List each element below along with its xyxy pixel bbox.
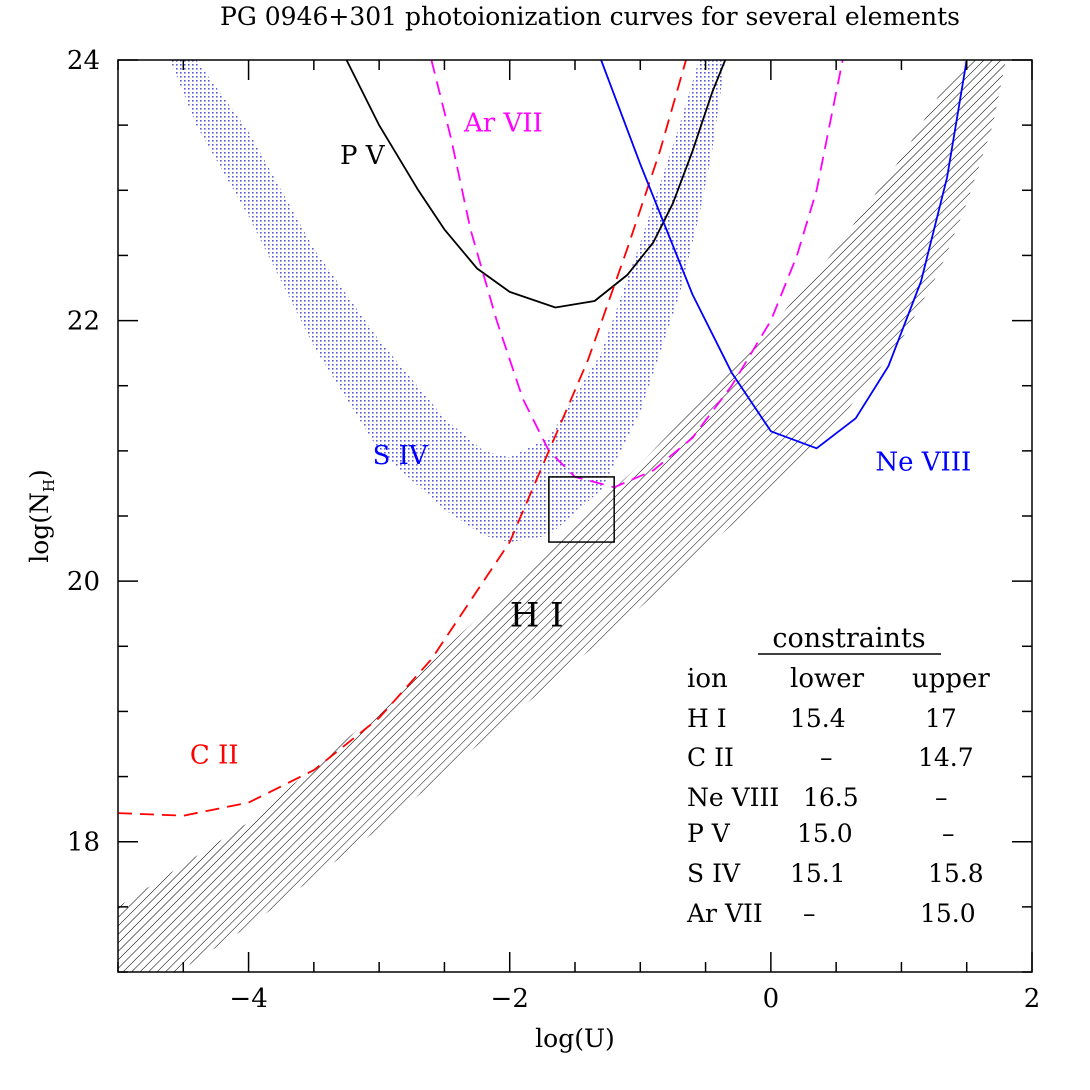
constraints-header-upper: upper	[912, 664, 990, 694]
h-i-band	[118, 60, 1006, 972]
ar-vii-label: Ar VII	[463, 109, 543, 139]
chart-title: PG 0946+301 photoionization curves for s…	[220, 2, 960, 31]
c-ii-curve	[118, 60, 687, 817]
ne-viii-label: Ne VIII	[875, 447, 971, 477]
c-ii-label: C II	[190, 741, 239, 771]
h-i-label: H I	[510, 596, 564, 636]
plot-frame	[117, 59, 1033, 973]
constraints-row-upper: 15.8	[928, 859, 984, 888]
y-axis-label: log(NH)	[25, 469, 58, 563]
x-tick-label: 0	[763, 984, 780, 1014]
ne-viii-curve	[600, 60, 968, 450]
y-axis-label-main: log(N	[25, 492, 54, 563]
x-axis-label: log(U)	[535, 1024, 615, 1053]
constraints-row-upper: 15.0	[920, 899, 976, 928]
constraints-row-ion: Ne VIII	[687, 783, 779, 812]
y-tick-label: 20	[67, 567, 100, 597]
constraints-row-lower: 15.1	[790, 859, 846, 888]
constraints-header-ion: ion	[687, 664, 728, 694]
y-tick-label: 22	[67, 307, 100, 337]
constraints-row-ion: S IV	[687, 859, 741, 888]
ar-vii-curve	[430, 60, 844, 489]
y-tick-label: 18	[67, 828, 100, 858]
constraints-header-lower: lower	[790, 664, 865, 694]
constraints-row-lower: –	[803, 899, 816, 928]
constraints-row-upper: 14.7	[918, 743, 974, 772]
constraints-row-ion: C II	[687, 743, 734, 772]
y-axis-label-close: )	[25, 469, 54, 479]
constraints-row-lower: 15.4	[790, 704, 846, 733]
y-tick-label: 24	[67, 46, 100, 76]
constraints-row-lower: –	[820, 743, 833, 772]
x-tick-label: −4	[229, 984, 267, 1014]
constraints-title: constraints	[772, 623, 925, 654]
constraints-row-ion: P V	[687, 819, 731, 848]
constraints-row-lower: 16.5	[803, 783, 859, 812]
p-v-label: P V	[340, 141, 386, 171]
y-axis-label-subscript: H	[40, 479, 58, 492]
constraints-row-ion: Ar VII	[686, 899, 763, 928]
constraint-box	[548, 476, 615, 543]
s-iv-label: S IV	[373, 441, 429, 471]
s-iv-band	[170, 60, 726, 543]
x-tick-label: −2	[491, 984, 529, 1014]
constraints-row-upper: –	[942, 819, 955, 848]
constraints-table: constraints ion lower upper H I 15.4 17 …	[686, 623, 990, 928]
constraints-row-upper: 17	[925, 704, 957, 733]
constraints-row-upper: –	[935, 783, 948, 812]
constraints-row-lower: 15.0	[797, 819, 853, 848]
p-v-curve	[345, 60, 727, 309]
x-tick-label: 2	[1024, 984, 1041, 1014]
constraints-row-ion: H I	[687, 704, 727, 733]
